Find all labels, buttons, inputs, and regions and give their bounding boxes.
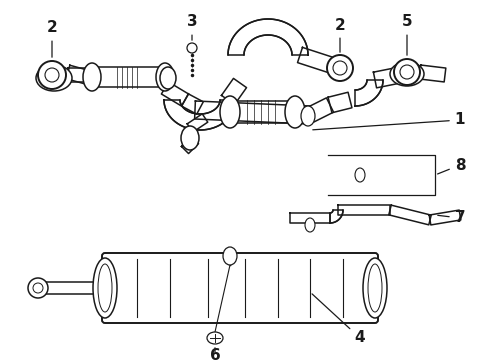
FancyBboxPatch shape [102,253,378,323]
Ellipse shape [38,61,66,89]
Polygon shape [330,210,343,223]
Ellipse shape [394,59,420,85]
Ellipse shape [301,106,315,126]
Ellipse shape [363,258,387,318]
Polygon shape [228,19,308,55]
Ellipse shape [187,43,197,53]
Ellipse shape [156,63,174,91]
Polygon shape [373,67,402,88]
Text: 1: 1 [313,112,465,130]
Ellipse shape [333,61,347,75]
Text: 6: 6 [210,347,220,360]
Polygon shape [297,48,343,76]
Text: 5: 5 [402,14,412,55]
Ellipse shape [223,247,237,265]
Polygon shape [40,282,105,294]
Polygon shape [161,82,189,106]
Ellipse shape [33,283,43,293]
Ellipse shape [207,332,223,344]
Polygon shape [195,101,310,124]
Text: 2: 2 [335,18,345,52]
Polygon shape [328,92,352,113]
Polygon shape [419,65,446,82]
Polygon shape [429,210,461,225]
Ellipse shape [160,67,176,89]
Text: 4: 4 [312,294,366,346]
Polygon shape [164,100,236,130]
Ellipse shape [28,278,48,298]
Polygon shape [66,65,92,85]
Ellipse shape [98,264,112,312]
Ellipse shape [83,63,101,91]
Polygon shape [92,67,165,87]
Ellipse shape [355,168,365,182]
Ellipse shape [93,258,117,318]
Text: 7: 7 [438,211,465,225]
Ellipse shape [285,96,305,128]
Ellipse shape [36,65,72,91]
Polygon shape [230,101,295,123]
Text: 8: 8 [438,158,465,174]
Ellipse shape [181,126,199,150]
Polygon shape [221,78,246,105]
Polygon shape [355,80,383,106]
Ellipse shape [368,264,382,312]
Polygon shape [182,94,203,114]
Ellipse shape [400,65,414,79]
Text: 2: 2 [47,21,57,57]
Polygon shape [290,213,330,223]
Polygon shape [68,68,95,82]
Ellipse shape [305,218,315,232]
Ellipse shape [390,62,424,86]
Polygon shape [187,114,208,132]
Polygon shape [306,98,334,122]
Ellipse shape [327,55,353,81]
Ellipse shape [45,68,59,82]
Polygon shape [389,205,431,225]
Text: 3: 3 [187,14,197,40]
Ellipse shape [220,96,240,128]
Polygon shape [181,136,198,153]
Polygon shape [338,205,390,215]
